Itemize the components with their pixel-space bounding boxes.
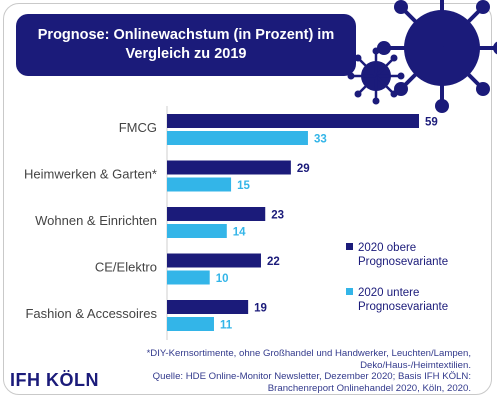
bar [167,300,249,314]
bar [167,270,210,285]
data-label: 10 [216,273,229,285]
legend-label: 2020 untere [358,287,419,299]
data-label: 22 [267,256,280,268]
bar [167,224,227,238]
chart-title: Prognose: Onlinewachstum (in Prozent) im… [16,14,356,76]
bar [167,131,308,145]
bar [167,177,232,192]
footnote-line: Quelle: HDE Online-Monitor Newsletter, D… [152,371,471,382]
category-label: Fashion & Accessoires [25,306,157,321]
footnote: *DIY-Kernsortimente, ohne Großhandel und… [141,348,471,394]
category-label: FMCG [119,120,157,135]
virus-icon-small [347,47,405,105]
footnote-line: Branchenreport Onlinehandel 2020, Köln, … [267,382,471,394]
footnote-line: *DIY-Kernsortimente, ohne Großhandel und… [146,348,471,359]
data-label: 29 [297,163,310,175]
legend-swatch [346,288,353,295]
bar [167,253,261,268]
ifh-logo: IFH KÖLN [10,370,99,390]
category-label: CE/Elektro [95,260,157,275]
legend-label: 2020 obere [358,242,416,254]
data-label: 23 [271,210,284,222]
data-label: 11 [220,320,233,332]
bar [167,114,419,128]
data-label: 14 [233,227,246,239]
footnote-line: Deko/Haus-/Heimtextilien. [360,359,471,371]
bar [167,160,291,175]
category-label: Heimwerken & Garten* [24,167,157,182]
virus-icon-large [377,0,497,113]
data-label: 33 [314,134,327,146]
legend-label: Prognosevariante [358,256,448,268]
data-label: 15 [237,180,250,192]
legend-swatch [346,243,353,250]
bar [167,207,266,221]
category-label: Wohnen & Einrichten [35,213,157,228]
data-label: 59 [425,117,438,129]
legend-label: Prognosevariante [358,301,448,313]
data-label: 19 [254,303,267,315]
bar [167,317,214,331]
